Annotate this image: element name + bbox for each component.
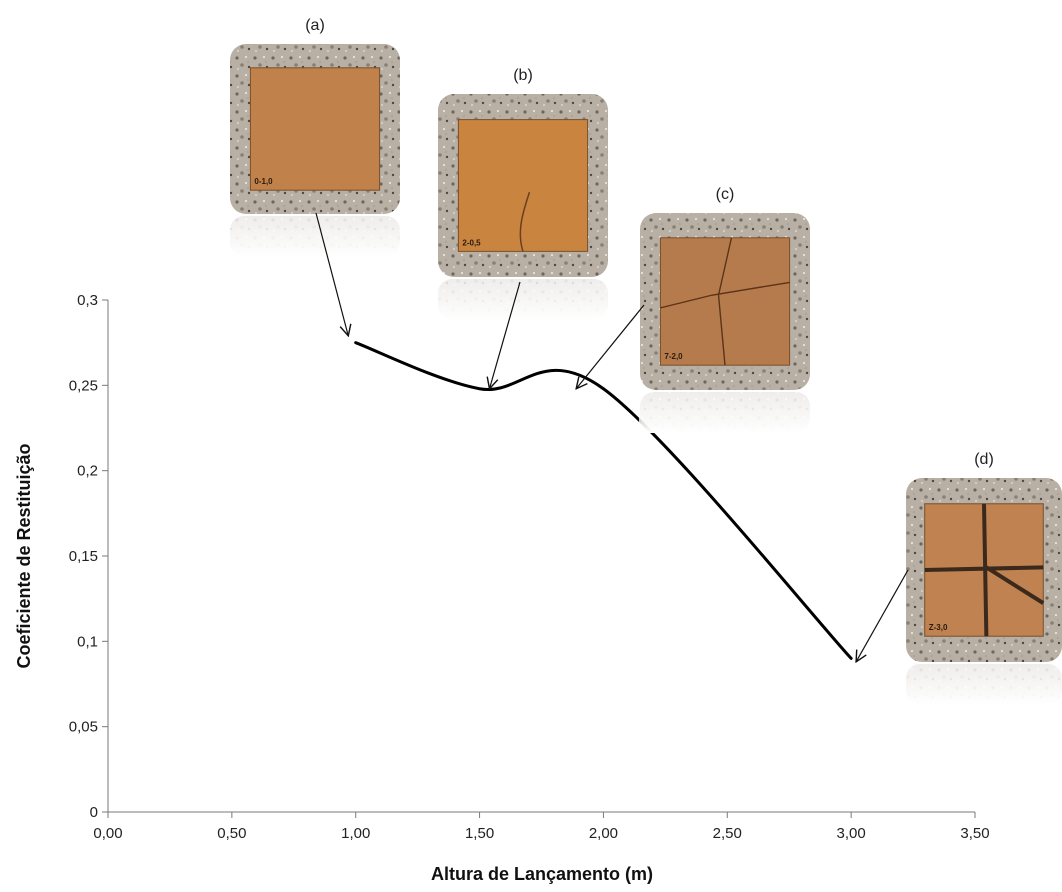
specimen-tile <box>457 119 589 252</box>
panel-label: (d) <box>974 451 994 468</box>
x-tick-label: 0,00 <box>93 825 122 842</box>
axes: 0,00 0,50 1,00 1,50 2,00 2,50 3,00 3,50 0 0,05 0,… <box>69 292 990 842</box>
annotation-arrow <box>576 304 645 389</box>
x-tick-label: 0,50 <box>217 825 246 842</box>
specimen-tile <box>659 237 791 366</box>
photo-inset: 2-0,5 (b) <box>437 67 609 389</box>
reflection-fade <box>437 278 609 320</box>
photo-inset: Z-3,0 (d) <box>856 451 1062 705</box>
y-tick-label: 0,15 <box>69 548 98 565</box>
crack-line <box>660 237 790 366</box>
panel-label: (b) <box>513 67 533 84</box>
x-tick-label: 3,50 <box>960 825 989 842</box>
annotation-arrow <box>856 569 909 662</box>
y-tick-label: 0 <box>90 804 98 821</box>
series-line <box>354 341 853 660</box>
reflection-fade <box>229 215 401 257</box>
reflection-fade <box>639 391 811 433</box>
x-axis-title: Altura de Lançamento (m) <box>431 864 653 884</box>
specimen-code: Z-3,0 <box>929 623 948 632</box>
photo-inset: 7-2,0 (c) <box>576 186 811 433</box>
series-layer <box>354 341 853 660</box>
fracture-line <box>924 503 1045 637</box>
specimen-tile <box>249 67 381 191</box>
annotation-arrow <box>489 281 521 389</box>
photo-inset: 0-1,0 (a) <box>229 17 401 336</box>
x-tick-label: 1,00 <box>341 825 370 842</box>
annotation-arrow <box>315 212 348 336</box>
reflection-fade <box>905 663 1062 705</box>
specimen-code: 2-0,5 <box>462 238 481 247</box>
y-tick-label: 0,1 <box>77 633 98 650</box>
y-axis-title: Coeficiente de Restituição <box>14 443 34 668</box>
crack-line <box>519 191 531 252</box>
y-tick-label: 0,2 <box>77 463 98 480</box>
x-tick-label: 2,00 <box>589 825 618 842</box>
y-tick-label: 0,25 <box>69 377 98 394</box>
x-tick-label: 1,50 <box>465 825 494 842</box>
specimen-code: 7-2,0 <box>664 352 683 361</box>
panel-label: (a) <box>305 17 325 34</box>
panel-label: (c) <box>716 186 735 203</box>
y-tick-label: 0,05 <box>69 719 98 736</box>
x-tick-label: 2,50 <box>713 825 742 842</box>
y-tick-label: 0,3 <box>77 292 98 309</box>
photo-layer: 0-1,0 (a) 2-0,5 (b) 7-2,0 (c) Z-3,0 (d) <box>229 17 1062 705</box>
specimen-code: 0-1,0 <box>254 177 273 186</box>
x-tick-label: 3,00 <box>837 825 866 842</box>
